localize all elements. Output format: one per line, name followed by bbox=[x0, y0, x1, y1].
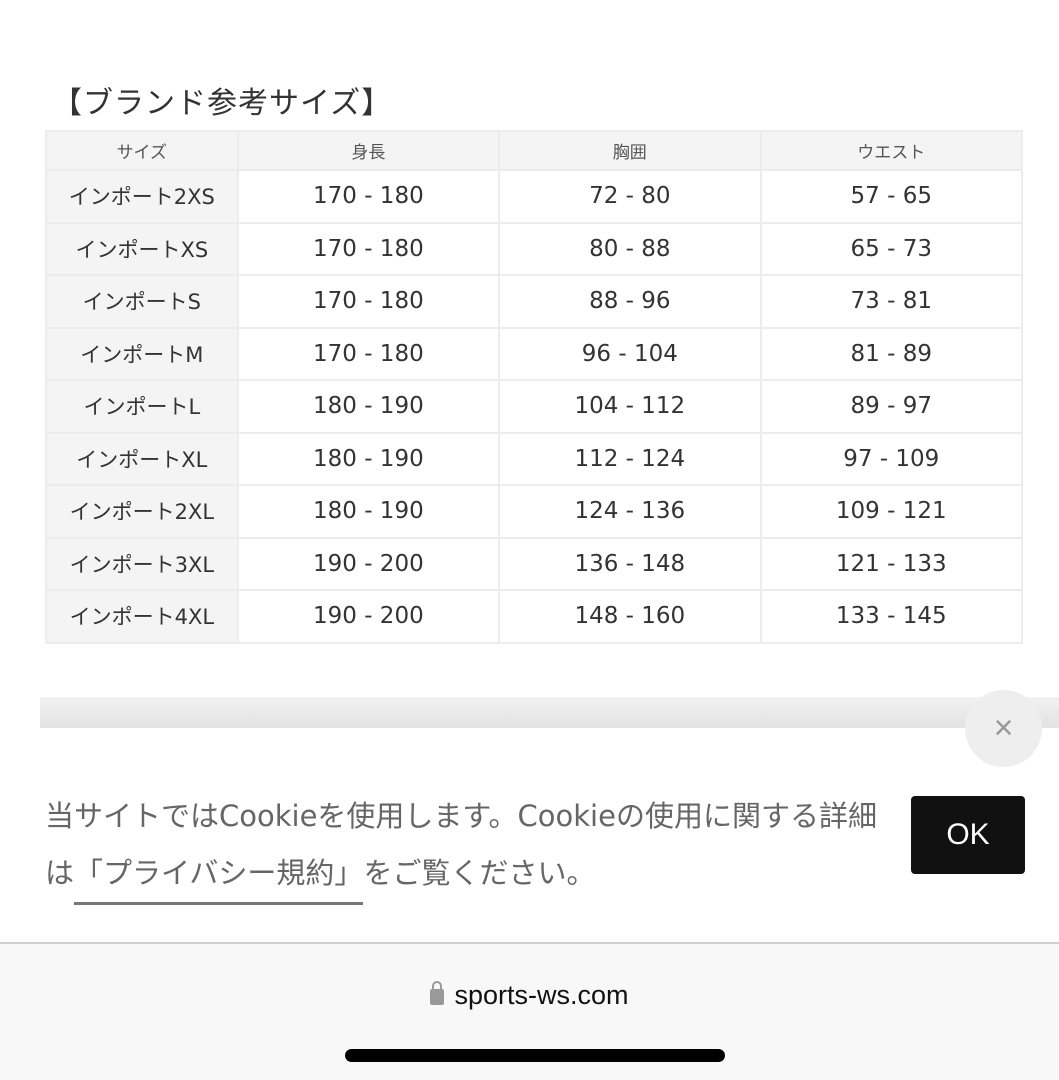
height-cell: 170 - 180 bbox=[236, 169, 501, 224]
chest-cell: 148 - 160 bbox=[498, 589, 762, 644]
page-content-strip bbox=[40, 697, 1059, 728]
table-row: インポートM 170 - 180 96 - 104 81 - 89 bbox=[45, 326, 1024, 381]
height-cell: 180 - 190 bbox=[236, 484, 501, 539]
cookie-message: 当サイトではCookieを使用します。Cookieの使用に関する詳細は「プライバ… bbox=[45, 788, 885, 905]
waist-cell: 121 - 133 bbox=[759, 536, 1024, 591]
height-cell: 180 - 190 bbox=[236, 379, 501, 434]
size-cell: インポート2XL bbox=[45, 484, 239, 539]
waist-cell: 133 - 145 bbox=[759, 589, 1024, 644]
header-height: 身長 bbox=[236, 130, 501, 171]
browser-bottom-bar: sports-ws.com bbox=[0, 944, 1059, 1080]
cookie-text-before: 当サイトではCookieを使用します。Cookieの使用に関する詳細は bbox=[45, 799, 877, 890]
height-cell: 170 - 180 bbox=[236, 221, 501, 276]
table-row: インポートXL 180 - 190 112 - 124 97 - 109 bbox=[45, 431, 1024, 486]
size-cell: インポートS bbox=[45, 274, 239, 329]
url-text: sports-ws.com bbox=[454, 980, 629, 1010]
table-row: インポート2XS 170 - 180 72 - 80 57 - 65 bbox=[45, 169, 1024, 224]
table-row: インポートL 180 - 190 104 - 112 89 - 97 bbox=[45, 379, 1024, 434]
waist-cell: 97 - 109 bbox=[759, 431, 1024, 486]
privacy-policy-link[interactable]: 「プライバシー規約」 bbox=[74, 856, 364, 905]
lock-icon bbox=[430, 981, 445, 1005]
height-cell: 180 - 190 bbox=[236, 431, 501, 486]
ok-button[interactable]: OK bbox=[911, 796, 1025, 874]
height-cell: 170 - 180 bbox=[236, 274, 501, 329]
header-waist: ウエスト bbox=[759, 130, 1024, 171]
waist-cell: 57 - 65 bbox=[759, 169, 1024, 224]
size-cell: インポート4XL bbox=[45, 589, 239, 644]
table-row: インポート2XL 180 - 190 124 - 136 109 - 121 bbox=[45, 484, 1024, 539]
chest-cell: 136 - 148 bbox=[498, 536, 762, 591]
chest-cell: 96 - 104 bbox=[498, 326, 762, 381]
size-cell: インポート2XS bbox=[45, 169, 239, 224]
waist-cell: 89 - 97 bbox=[759, 379, 1024, 434]
table-row: インポート4XL 190 - 200 148 - 160 133 - 145 bbox=[45, 589, 1024, 644]
chest-cell: 88 - 96 bbox=[498, 274, 762, 329]
table-row: インポート3XL 190 - 200 136 - 148 121 - 133 bbox=[45, 536, 1024, 591]
header-size: サイズ bbox=[45, 130, 239, 171]
close-icon[interactable]: × bbox=[965, 690, 1042, 767]
header-chest: 胸囲 bbox=[498, 130, 762, 171]
table-row: インポートXS 170 - 180 80 - 88 65 - 73 bbox=[45, 221, 1024, 276]
cookie-banner: 当サイトではCookieを使用します。Cookieの使用に関する詳細は「プライバ… bbox=[0, 728, 1059, 943]
size-cell: インポートM bbox=[45, 326, 239, 381]
waist-cell: 73 - 81 bbox=[759, 274, 1024, 329]
table-header-row: サイズ 身長 胸囲 ウエスト bbox=[45, 130, 1024, 171]
chest-cell: 112 - 124 bbox=[498, 431, 762, 486]
height-cell: 170 - 180 bbox=[236, 326, 501, 381]
size-cell: インポートL bbox=[45, 379, 239, 434]
chest-cell: 104 - 112 bbox=[498, 379, 762, 434]
home-indicator[interactable] bbox=[345, 1049, 725, 1062]
cookie-text-after: をご覧ください。 bbox=[363, 856, 596, 890]
size-cell: インポート3XL bbox=[45, 536, 239, 591]
size-cell: インポートXL bbox=[45, 431, 239, 486]
section-heading: 【ブランド参考サイズ】 bbox=[52, 86, 393, 121]
waist-cell: 81 - 89 bbox=[759, 326, 1024, 381]
address-bar[interactable]: sports-ws.com bbox=[0, 980, 1059, 1011]
chest-cell: 72 - 80 bbox=[498, 169, 762, 224]
table-row: インポートS 170 - 180 88 - 96 73 - 81 bbox=[45, 274, 1024, 329]
chest-cell: 80 - 88 bbox=[498, 221, 762, 276]
height-cell: 190 - 200 bbox=[236, 589, 501, 644]
size-cell: インポートXS bbox=[45, 221, 239, 276]
height-cell: 190 - 200 bbox=[236, 536, 501, 591]
chest-cell: 124 - 136 bbox=[498, 484, 762, 539]
waist-cell: 65 - 73 bbox=[759, 221, 1024, 276]
size-table: サイズ 身長 胸囲 ウエスト インポート2XS 170 - 180 72 - 80 5… bbox=[45, 130, 1024, 644]
divider bbox=[0, 942, 1059, 944]
waist-cell: 109 - 121 bbox=[759, 484, 1024, 539]
